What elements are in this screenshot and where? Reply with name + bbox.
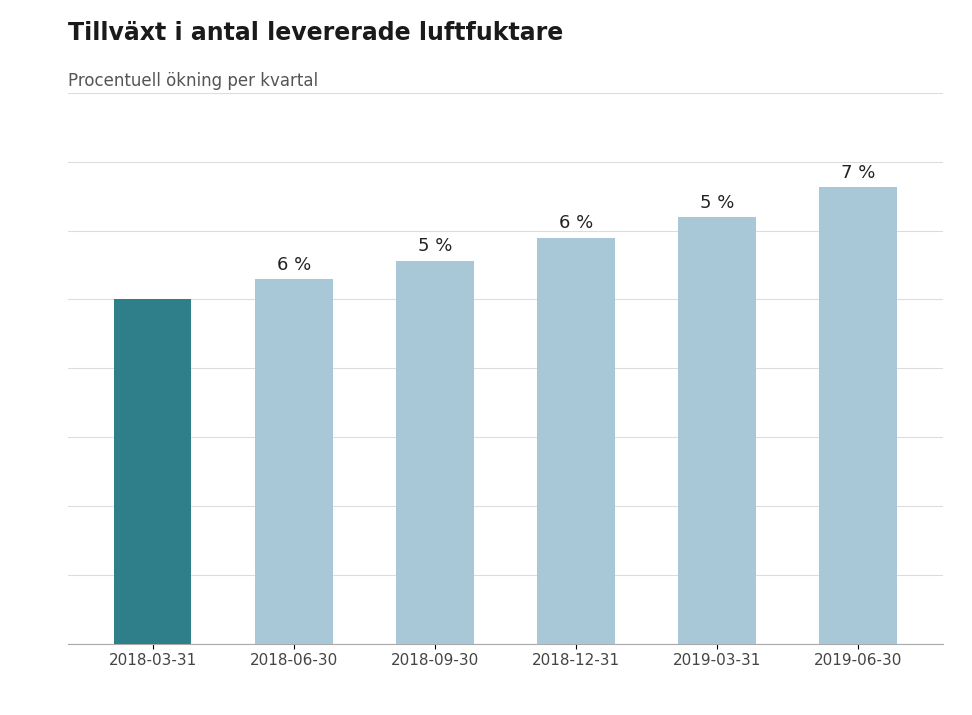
- Bar: [114, 300, 191, 644]
- Bar: [538, 237, 614, 644]
- Bar: [678, 217, 756, 644]
- Text: 6 %: 6 %: [559, 214, 593, 232]
- Text: 5 %: 5 %: [700, 194, 734, 212]
- Bar: [819, 187, 897, 644]
- Text: 7 %: 7 %: [841, 164, 876, 182]
- Bar: [255, 279, 332, 644]
- Bar: [397, 260, 473, 644]
- Text: Procentuell ökning per kvartal: Procentuell ökning per kvartal: [68, 72, 318, 89]
- Text: Tillväxt i antal levererade luftfuktare: Tillväxt i antal levererade luftfuktare: [68, 21, 564, 46]
- Text: 6 %: 6 %: [277, 255, 311, 274]
- Text: 5 %: 5 %: [418, 237, 452, 255]
